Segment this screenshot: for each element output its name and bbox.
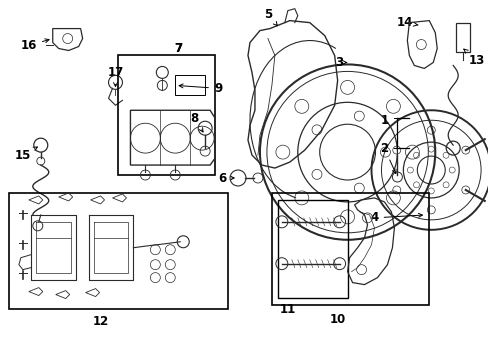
Text: 6: 6 [218,171,234,185]
Text: 14: 14 [395,16,417,29]
Bar [175,75,205,95]
Text: 7: 7 [174,42,182,55]
Text: 10: 10 [329,313,345,326]
Text: 4: 4 [369,211,422,224]
Text: 15: 15 [15,147,38,162]
Text: 2: 2 [380,141,395,174]
Text: 16: 16 [20,39,49,52]
Bar [455,23,469,53]
Bar [277,200,347,298]
Bar [118,55,215,175]
Text: 7: 7 [174,42,182,55]
Text: 9: 9 [179,82,222,95]
Text: 12: 12 [92,315,108,328]
Text: 5: 5 [263,8,277,26]
Text: 3: 3 [335,56,346,69]
Bar [271,193,428,305]
Text: 11: 11 [279,303,295,316]
Text: 8: 8 [190,112,203,132]
Text: 13: 13 [463,49,484,67]
Text: 1: 1 [380,114,388,127]
Bar [9,193,227,310]
Text: 17: 17 [107,66,123,86]
